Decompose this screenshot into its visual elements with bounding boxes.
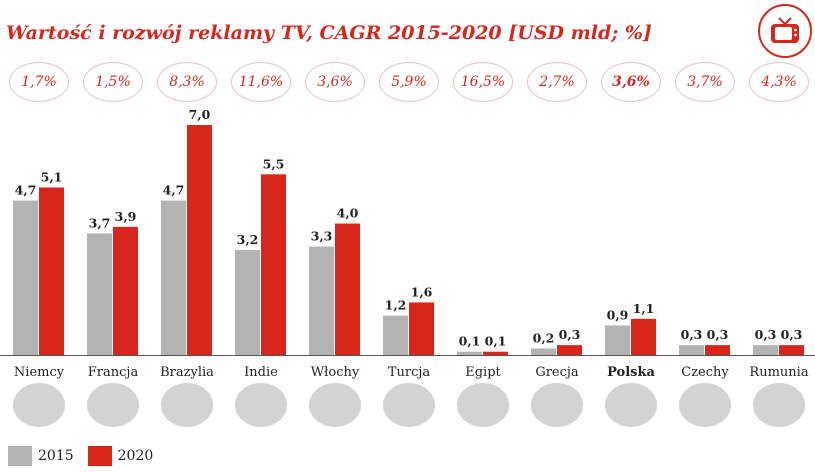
tv-icon-graphic xyxy=(771,17,799,43)
data-label-2020-polska: 1,1 xyxy=(633,301,655,316)
bar-2020-francja xyxy=(113,226,138,355)
cagr-bubble-brazylia: 8,3% xyxy=(157,62,217,102)
data-label-2020-brazylia: 7,0 xyxy=(189,107,211,122)
bar-2020-czechy xyxy=(705,345,730,355)
cagr-bubble-indie: 11,6% xyxy=(231,62,291,102)
bar-2020-niemcy xyxy=(39,187,64,355)
tick-label-rumunia: Rumunia xyxy=(749,365,808,380)
country-map-icon-indie xyxy=(235,383,287,427)
data-label-2015-czechy: 0,3 xyxy=(681,327,703,342)
data-label-2015-grecja: 0,2 xyxy=(533,330,555,345)
tick-label-czechy: Czechy xyxy=(681,365,729,380)
legend-swatch-2015 xyxy=(8,446,32,466)
country-map-icon-niemcy xyxy=(13,383,65,427)
bar-2015-turcja xyxy=(383,315,408,355)
legend-swatch-2020 xyxy=(87,446,112,466)
cagr-bubble-czechy: 3,7% xyxy=(675,62,735,102)
bar-2015-indie xyxy=(235,249,260,355)
legend-label-2015: 2015 xyxy=(38,448,74,464)
bar-2015-polska xyxy=(605,325,630,355)
data-label-2020-czechy: 0,3 xyxy=(707,327,729,342)
data-label-2015-rumunia: 0,3 xyxy=(755,327,777,342)
cagr-bubble-włochy: 3,6% xyxy=(305,62,365,102)
country-map-icon-francja xyxy=(87,383,139,427)
data-label-2020-niemcy: 5,1 xyxy=(41,169,63,184)
bar-2015-czechy xyxy=(679,345,704,355)
bar-2015-rumunia xyxy=(753,345,778,355)
bar-2020-grecja xyxy=(557,345,582,355)
data-label-2020-indie: 5,5 xyxy=(263,156,285,171)
tick-label-włochy: Włochy xyxy=(311,365,360,380)
tick-label-brazylia: Brazylia xyxy=(160,365,214,380)
data-label-2020-grecja: 0,3 xyxy=(559,327,581,342)
data-label-2020-włochy: 4,0 xyxy=(337,206,359,221)
bar-2020-brazylia xyxy=(187,125,212,355)
bar-2015-włochy xyxy=(309,246,334,355)
tick-label-indie: Indie xyxy=(244,365,278,380)
cagr-bubble-egipt: 16,5% xyxy=(453,62,513,102)
data-label-2015-egipt: 0,1 xyxy=(459,334,481,349)
cagr-bubble-grecja: 2,7% xyxy=(527,62,587,102)
cagr-bubble-francja: 1,5% xyxy=(83,62,143,102)
tv-icon xyxy=(758,4,812,58)
data-label-2015-brazylia: 4,7 xyxy=(163,183,185,198)
tick-label-niemcy: Niemcy xyxy=(14,365,65,380)
data-label-2020-turcja: 1,6 xyxy=(411,284,433,299)
data-label-2015-polska: 0,9 xyxy=(607,307,629,322)
legend-label-2020: 2020 xyxy=(117,448,154,464)
bar-2015-grecja xyxy=(531,348,556,355)
data-label-2020-egipt: 0,1 xyxy=(485,334,507,349)
data-label-2015-niemcy: 4,7 xyxy=(15,183,37,198)
country-map-icon-grecja xyxy=(531,383,583,427)
cagr-bubble-rumunia: 4,3% xyxy=(749,62,809,102)
chart-title: Wartość i rozwój reklamy TV, CAGR 2015-2… xyxy=(6,22,652,44)
cagr-bubble-niemcy: 1,7% xyxy=(9,62,69,102)
data-label-2015-francja: 3,7 xyxy=(89,215,111,230)
tick-label-francja: Francja xyxy=(88,365,139,380)
country-map-icon-rumunia xyxy=(753,383,805,427)
tick-label-turcja: Turcja xyxy=(388,365,431,380)
bar-2020-indie xyxy=(261,174,286,355)
cagr-bubble-polska: 3,6% xyxy=(601,62,661,102)
tick-label-egipt: Egipt xyxy=(465,365,501,380)
data-label-2020-francja: 3,9 xyxy=(115,209,137,224)
country-map-icon-włochy xyxy=(309,383,361,427)
bar-2020-polska xyxy=(631,318,656,355)
bar-2015-francja xyxy=(87,233,112,355)
data-label-2015-włochy: 3,3 xyxy=(311,229,333,244)
country-map-icon-brazylia xyxy=(161,383,213,427)
bar-2020-turcja xyxy=(409,302,434,355)
tick-label-grecja: Grecja xyxy=(535,365,579,380)
bar-2020-egipt xyxy=(483,351,508,355)
cagr-bubble-turcja: 5,9% xyxy=(379,62,439,102)
data-label-2015-turcja: 1,2 xyxy=(385,298,407,313)
country-map-icon-turcja xyxy=(383,383,435,427)
bar-2020-rumunia xyxy=(779,345,804,355)
bar-2015-egipt xyxy=(457,351,482,355)
country-map-icon-czechy xyxy=(679,383,731,427)
data-label-2015-indie: 3,2 xyxy=(237,232,259,247)
bar-2015-niemcy xyxy=(13,200,38,355)
legend: 2015 2020 xyxy=(8,446,167,466)
tick-label-polska: Polska xyxy=(607,365,655,380)
bar-2020-włochy xyxy=(335,223,360,355)
data-label-2020-rumunia: 0,3 xyxy=(781,327,803,342)
bar-2015-brazylia xyxy=(161,200,186,355)
country-map-icon-egipt xyxy=(457,383,509,427)
bar-chart: 4,7 5,1 Niemcy 3,7 3,9 Francja 4,7 7,0 Brazylia 3… xyxy=(0,107,815,427)
country-map-icon-polska xyxy=(605,383,657,427)
